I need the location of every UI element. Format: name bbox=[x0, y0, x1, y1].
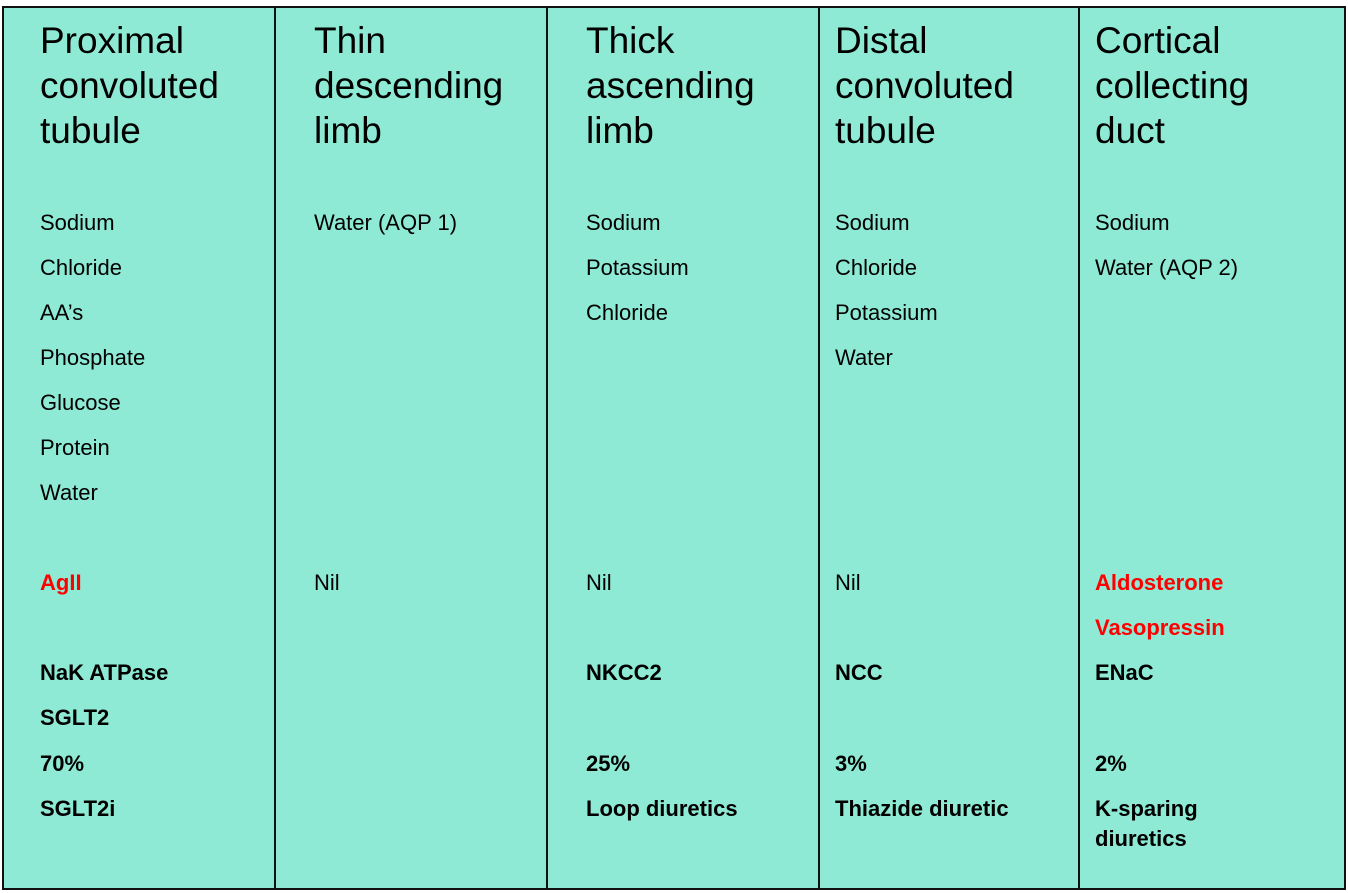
regulator-item: Aldosterone bbox=[1095, 570, 1224, 595]
column-thin-descending-limb: Thin descending limb Water (AQP 1) Nil bbox=[274, 8, 546, 888]
column-header-line: tubule bbox=[40, 110, 141, 151]
column-proximal-convoluted-tubule: Proximal convoluted tubule Sodium Chloride AA… bbox=[4, 8, 274, 888]
reabsorption-percentage: 25% bbox=[586, 751, 631, 776]
reabsorbed-item: Potassium bbox=[586, 255, 689, 280]
reabsorbed-item: Sodium bbox=[40, 210, 115, 235]
column-header-line: Thick bbox=[586, 20, 675, 61]
drug-class: SGLT2i bbox=[40, 796, 116, 821]
transporter-item: NKCC2 bbox=[586, 660, 662, 685]
column-distal-convoluted-tubule: Distal convoluted tubule Sodium Chloride Pota… bbox=[818, 8, 1078, 888]
transporter-item: SGLT2 bbox=[40, 705, 110, 730]
nephron-table: Proximal convoluted tubule Sodium Chloride AA… bbox=[2, 6, 1346, 890]
regulator-item: AgII bbox=[40, 570, 82, 595]
reabsorbed-item: Chloride bbox=[835, 255, 917, 280]
reabsorbed-item: Water bbox=[835, 345, 893, 370]
column-header: Proximal convoluted tubule bbox=[40, 18, 219, 153]
regulator-item: Nil bbox=[835, 570, 861, 595]
reabsorbed-item: Water (AQP 1) bbox=[314, 210, 458, 235]
transporter-item: NCC bbox=[835, 660, 883, 685]
column-header: Thick ascending limb bbox=[586, 18, 755, 153]
reabsorbed-item: Protein bbox=[40, 435, 110, 460]
reabsorbed-item: Sodium bbox=[586, 210, 661, 235]
column-header-line: duct bbox=[1095, 110, 1165, 151]
reabsorption-percentage: 3% bbox=[835, 751, 867, 776]
column-header-line: limb bbox=[314, 110, 382, 151]
column-header-line: Distal bbox=[835, 20, 928, 61]
column-header-line: Proximal bbox=[40, 20, 184, 61]
regulator-item: Nil bbox=[314, 570, 340, 595]
column-header-line: convoluted bbox=[835, 65, 1014, 106]
column-thick-ascending-limb: Thick ascending limb Sodium Potassium Chlorid… bbox=[546, 8, 818, 888]
column-header-line: limb bbox=[586, 110, 654, 151]
reabsorbed-item: Water (AQP 2) bbox=[1095, 255, 1239, 280]
reabsorbed-item: Water bbox=[40, 480, 98, 505]
transporter-item: ENaC bbox=[1095, 660, 1154, 685]
reabsorbed-item: AA’s bbox=[40, 300, 84, 325]
column-header: Distal convoluted tubule bbox=[835, 18, 1014, 153]
column-header-line: ascending bbox=[586, 65, 755, 106]
reabsorbed-item: Sodium bbox=[1095, 210, 1170, 235]
reabsorbed-item: Chloride bbox=[40, 255, 122, 280]
drug-class: K-sparing diuretics bbox=[1095, 796, 1198, 851]
column-header-line: descending bbox=[314, 65, 504, 106]
reabsorbed-item: Phosphate bbox=[40, 345, 146, 370]
reabsorption-percentage: 2% bbox=[1095, 751, 1127, 776]
reabsorbed-item: Glucose bbox=[40, 390, 121, 415]
reabsorption-percentage: 70% bbox=[40, 751, 85, 776]
column-header: Thin descending limb bbox=[314, 18, 503, 153]
column-header-line: collecting bbox=[1095, 65, 1250, 106]
transporter-item: NaK ATPase bbox=[40, 660, 169, 685]
reabsorbed-item: Potassium bbox=[835, 300, 938, 325]
reabsorbed-item: Chloride bbox=[586, 300, 668, 325]
column-header: Cortical collecting duct bbox=[1095, 18, 1249, 153]
column-header-line: Thin bbox=[314, 20, 386, 61]
drug-class: Thiazide diuretic bbox=[835, 796, 1009, 821]
drug-class: Loop diuretics bbox=[586, 796, 738, 821]
regulator-item: Vasopressin bbox=[1095, 615, 1225, 640]
regulator-item: Nil bbox=[586, 570, 612, 595]
column-cortical-collecting-duct: Cortical collecting duct Sodium Water (AQP 2… bbox=[1078, 8, 1346, 888]
column-header-line: convoluted bbox=[40, 65, 219, 106]
column-header-line: Cortical bbox=[1095, 20, 1221, 61]
reabsorbed-item: Sodium bbox=[835, 210, 910, 235]
column-header-line: tubule bbox=[835, 110, 936, 151]
